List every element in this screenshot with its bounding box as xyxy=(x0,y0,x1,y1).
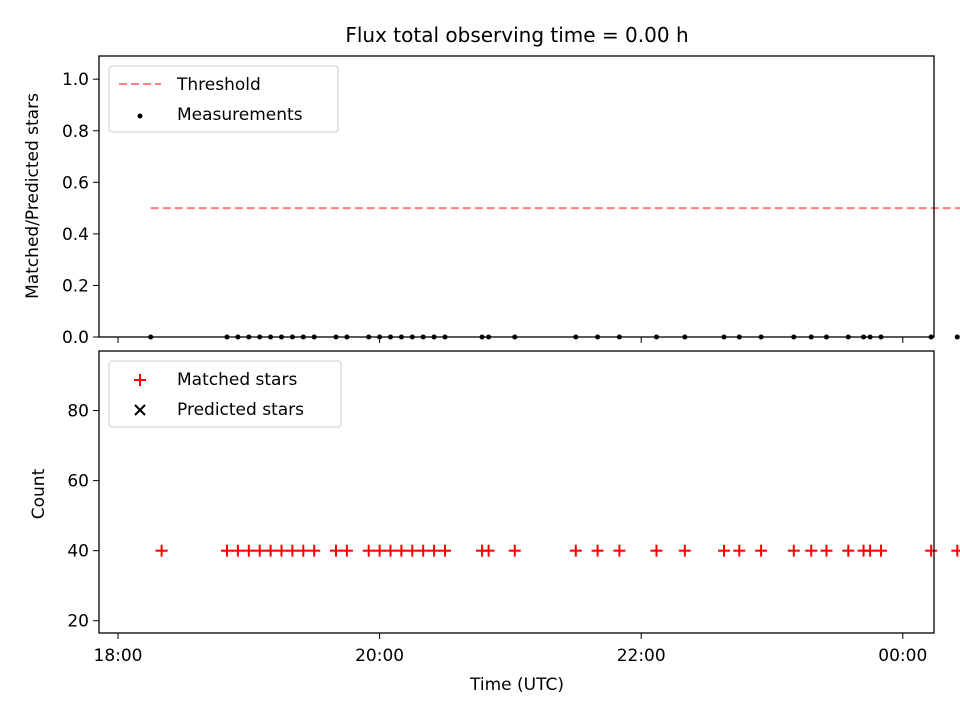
legend-threshold-label: Threshold xyxy=(176,75,261,95)
ratio-panel-border xyxy=(98,55,935,338)
count-y-tick-label: 40 xyxy=(67,542,89,562)
matched-star-point xyxy=(221,544,233,557)
x-tick-label: 18:00 xyxy=(94,646,143,666)
ratio-y-tick-label: 0.8 xyxy=(62,122,89,142)
count-y-axis-label: Count xyxy=(29,468,49,519)
ratio-y-axis-label: Matched/Predicted stars xyxy=(23,93,43,299)
count-legend-box xyxy=(108,360,342,428)
matched-star-point xyxy=(755,544,768,557)
ratio-y-tick-label: 0.6 xyxy=(62,173,89,193)
matched-star-point xyxy=(155,544,168,557)
legend-predicted-label: Predicted stars xyxy=(177,400,304,420)
matched-star-point xyxy=(439,544,451,557)
matched-star-point xyxy=(406,544,419,557)
count-legend: Matched stars Predicted stars xyxy=(108,360,342,428)
count-y-tick-label: 60 xyxy=(67,472,89,492)
matched-star-point xyxy=(231,544,244,557)
count-y-tick-label: 80 xyxy=(67,402,89,422)
matched-star-point xyxy=(508,544,521,557)
matched-star-point xyxy=(787,544,800,557)
matched-star-point xyxy=(417,544,430,557)
count-y-tick-label: 20 xyxy=(67,612,89,632)
legend-predicted-swatch xyxy=(134,404,146,416)
matched-star-point xyxy=(373,544,386,557)
matched-star-point xyxy=(591,544,604,557)
x-tick-label: 20:00 xyxy=(355,646,404,666)
matched-star-point xyxy=(650,544,663,557)
legend-measurements-label: Measurements xyxy=(177,105,303,125)
matched-star-point xyxy=(428,544,441,557)
ratio-y-tick-label: 0.0 xyxy=(62,328,89,348)
matched-star-point xyxy=(613,544,626,557)
matched-star-point xyxy=(718,544,731,557)
matched-star-point xyxy=(482,544,495,557)
x-tick-label: 22:00 xyxy=(617,646,666,666)
matched-star-point xyxy=(242,544,255,557)
matched-star-point xyxy=(297,544,310,557)
ratio-legend: Threshold Measurements xyxy=(108,65,339,133)
count-panel-border xyxy=(98,350,935,634)
ratio-y-tick-label: 0.2 xyxy=(62,276,89,296)
matched-star-point xyxy=(395,544,408,557)
ratio-y-tick-label: 0.4 xyxy=(62,225,89,245)
x-axis-label: Time (UTC) xyxy=(469,675,564,695)
matched-star-point xyxy=(733,544,746,557)
matched-star-point xyxy=(340,544,353,557)
ratio-legend-box xyxy=(108,65,339,133)
legend-measurements-swatch xyxy=(137,113,143,119)
matched-star-point xyxy=(362,544,375,557)
matched-star-point xyxy=(875,544,887,557)
matched-star-point xyxy=(864,544,877,557)
legend-matched-label: Matched stars xyxy=(177,370,297,390)
matched-star-point xyxy=(253,544,266,557)
x-tick-label: 00:00 xyxy=(878,646,927,666)
matched-star-point xyxy=(569,544,582,557)
matched-star-point xyxy=(678,544,691,557)
ratio-y-tick-label: 1.0 xyxy=(62,70,89,90)
legend-matched-swatch xyxy=(134,374,146,386)
matched-star-point xyxy=(384,544,397,557)
matched-star-point xyxy=(330,544,342,557)
measurement-point xyxy=(954,334,960,340)
matched-star-point xyxy=(925,544,938,557)
matched-star-point xyxy=(264,544,277,557)
matched-star-point xyxy=(275,544,288,557)
ratio-panel: 0.0 0.2 0.4 0.6 0.8 1.0 Matched/Predicted sta… xyxy=(23,55,960,348)
matched-star-point xyxy=(951,544,960,557)
matched-star-point xyxy=(842,544,855,557)
matched-star-point xyxy=(308,544,321,557)
matched-star-point xyxy=(286,544,299,557)
matched-star-point xyxy=(820,544,833,557)
chart-title: Flux total observing time = 0.00 h xyxy=(345,23,688,47)
matched-star-point xyxy=(805,544,818,557)
